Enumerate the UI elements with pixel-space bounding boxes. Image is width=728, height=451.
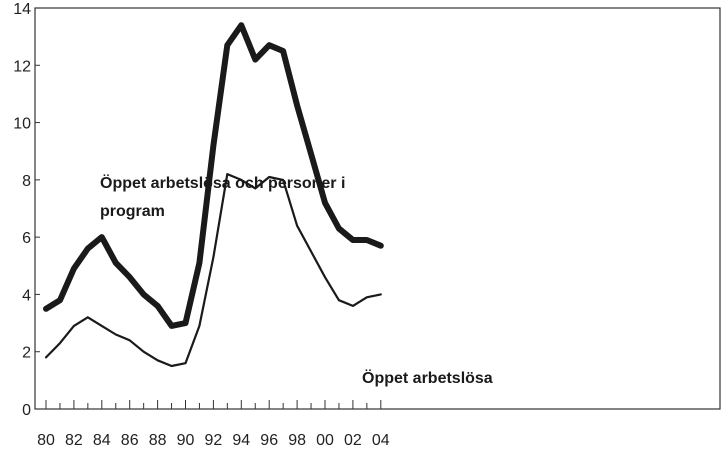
x-tick-label: 96	[260, 432, 278, 449]
x-tick-label: 88	[149, 432, 167, 449]
plot-frame	[34, 7, 721, 410]
y-tick-label: 0	[22, 402, 31, 419]
x-tick-label: 90	[177, 432, 195, 449]
series-layer	[43, 22, 384, 368]
x-tick-label: 98	[288, 432, 306, 449]
y-tick-label: 8	[22, 173, 31, 190]
series-line-open-unemployed	[44, 173, 382, 368]
series-line-total	[43, 22, 384, 329]
x-tick-label: 84	[93, 432, 111, 449]
x-tick-label: 00	[316, 432, 334, 449]
y-tick-label: 10	[13, 116, 31, 133]
x-tick-label: 86	[121, 432, 139, 449]
x-tick-label: 92	[205, 432, 223, 449]
plot-border	[34, 7, 721, 410]
y-tick-label: 14	[13, 1, 31, 18]
annotation-layer: Öppet arbetslösa och personer i program …	[100, 173, 493, 387]
upper-series-annotation-line1: Öppet arbetslösa och personer i	[100, 173, 345, 192]
x-tick-label: 94	[232, 432, 250, 449]
y-axis: 0 2 4 6 8 10 12 14	[13, 1, 40, 419]
y-tick-label: 12	[13, 58, 31, 75]
upper-series-annotation-line2: program	[100, 203, 165, 220]
lower-series-annotation: Öppet arbetslösa	[362, 368, 493, 387]
y-tick-label: 2	[22, 345, 31, 362]
y-tick-label: 6	[22, 230, 31, 247]
x-axis: 80 82 84 86 88 90 92 94 96 98 00 02 04	[37, 400, 390, 449]
x-tick-label: 82	[65, 432, 83, 449]
x-tick-label: 04	[372, 432, 390, 449]
x-tick-label: 02	[344, 432, 362, 449]
x-tick-label: 80	[37, 432, 55, 449]
y-tick-label: 4	[22, 287, 31, 304]
